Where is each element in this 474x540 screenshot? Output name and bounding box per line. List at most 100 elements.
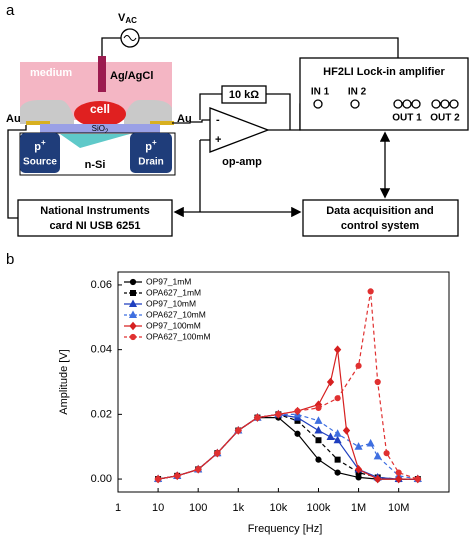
doping: p [34, 141, 41, 153]
source-sub: AC [125, 16, 137, 25]
marker [129, 321, 137, 331]
daq-label: Data acquisition and [326, 205, 434, 217]
ac-symbol [123, 35, 137, 41]
x-tick-label: 10k [270, 502, 288, 514]
panel-label: a [6, 2, 15, 19]
marker [314, 425, 323, 434]
marker [333, 429, 342, 437]
channel [60, 134, 130, 148]
passivation [124, 100, 172, 124]
marker [366, 438, 375, 447]
drain [130, 133, 172, 173]
plot-frame [117, 271, 450, 493]
x-tick-label: 100k [307, 502, 331, 514]
resistor [221, 85, 267, 104]
marker [333, 435, 342, 444]
source-label: Source [23, 157, 57, 168]
x-tick-label: 1 [115, 502, 121, 514]
daq-label: control system [341, 220, 419, 232]
resistor-label: 10 kΩ [229, 89, 259, 101]
x-tick-label: 1M [351, 502, 366, 514]
electrode-label: Ag/AgCl [110, 70, 153, 82]
x-tick-label: 100 [189, 502, 207, 514]
oxide [40, 124, 160, 133]
marker [174, 472, 181, 479]
marker [314, 416, 323, 424]
marker [334, 456, 341, 463]
port-label: IN 1 [311, 87, 330, 98]
cell-label: cell [90, 102, 110, 116]
marker [342, 426, 351, 435]
ni-card-label: National Instruments [40, 205, 149, 217]
doping: p [145, 141, 152, 153]
doping-sup: + [152, 138, 157, 147]
y-tick-label: 0.02 [91, 408, 112, 420]
wire [172, 93, 318, 212]
marker [315, 456, 322, 463]
y-tick-label: 0.00 [91, 473, 112, 485]
marker [129, 278, 137, 286]
marker [395, 474, 403, 484]
legend-label: OP97_100mM [146, 320, 201, 330]
marker [367, 288, 374, 295]
marker [214, 450, 221, 457]
x-axis-label: Frequency [Hz] [248, 523, 323, 535]
marker [128, 310, 138, 318]
legend-label: OPA627_10mM [146, 309, 206, 319]
marker [254, 414, 261, 421]
wire [7, 125, 27, 219]
oxide-label: SiO2 [92, 124, 109, 134]
marker [334, 395, 341, 402]
daq [302, 199, 459, 237]
marker [374, 474, 382, 484]
au-label: Au [6, 113, 21, 125]
port-label: OUT 1 [392, 113, 422, 124]
y-tick-label: 0.04 [91, 344, 112, 356]
marker [235, 427, 242, 434]
marker [195, 466, 202, 473]
diagram: a VAC medium Ag/AgCl cell Au Au SiO2 p+ … [6, 2, 469, 268]
marker [355, 362, 362, 369]
x-tick-label: 10 [152, 502, 164, 514]
drain-label: Drain [138, 157, 164, 168]
source [20, 133, 60, 173]
oxide-sub: 2 [105, 129, 109, 135]
marker [275, 411, 282, 418]
source-doping: p+ [34, 138, 46, 153]
marker [354, 442, 363, 450]
legend-label: OP97_10mM [146, 298, 196, 308]
ports [313, 99, 459, 109]
marker [294, 408, 301, 415]
marker [128, 299, 138, 307]
electrode [98, 56, 106, 92]
series-line [157, 291, 418, 480]
marker [373, 451, 382, 460]
ni-card-label: card NI USB 6251 [49, 220, 140, 232]
legend-label: OPA627_1mM [146, 287, 201, 297]
marker [294, 430, 301, 437]
medium-label: medium [30, 67, 72, 79]
au-label: Au [177, 113, 192, 125]
marker [334, 469, 341, 476]
source-label: VAC [118, 12, 137, 25]
marker [315, 437, 322, 444]
op-amp [209, 107, 270, 153]
op-amp-label: op-amp [222, 156, 262, 168]
lock-in [299, 57, 469, 131]
cell [74, 101, 126, 127]
doping-sup: + [41, 138, 46, 147]
marker [326, 432, 335, 440]
marker [414, 475, 421, 483]
oxide-main: SiO [92, 124, 105, 133]
legend-label: OPA627_100mM [146, 331, 211, 341]
marker [154, 475, 162, 483]
op-amp-minus: - [216, 114, 220, 126]
series-line [157, 349, 418, 480]
panel-label: b [6, 251, 14, 268]
marker [130, 290, 136, 296]
port-label: OUT 2 [430, 113, 460, 124]
op-amp-plus: + [215, 134, 221, 146]
source-main: V [118, 12, 126, 24]
marker [129, 333, 137, 341]
